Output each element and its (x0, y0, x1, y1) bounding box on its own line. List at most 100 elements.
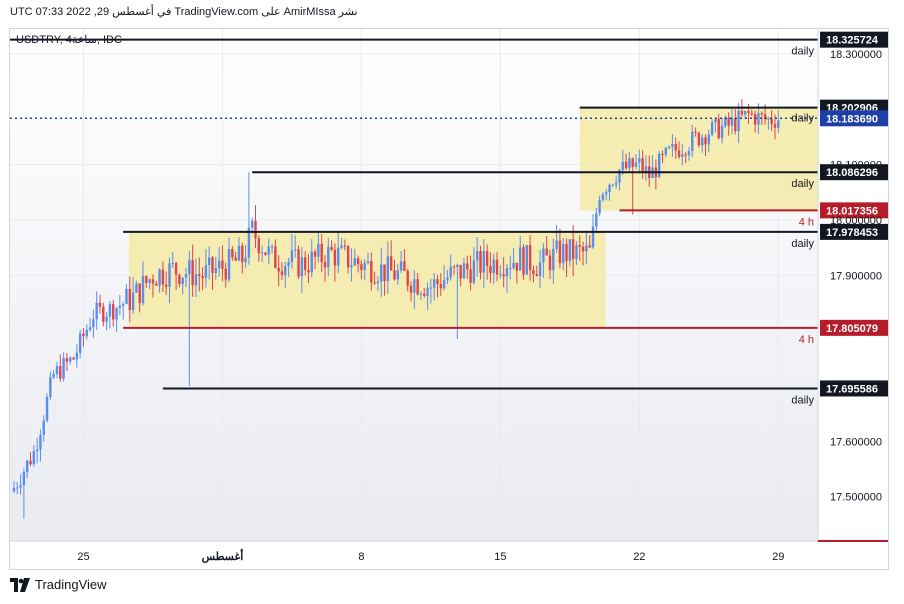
candle (59, 354, 62, 382)
candle (624, 153, 628, 171)
price-axis: 18.32572418.20290618.08629618.01735617.9… (817, 29, 888, 542)
candle-body (545, 248, 548, 256)
candle-body (217, 260, 221, 269)
candle (485, 244, 489, 280)
y-tick-label: 17.900000 (830, 270, 882, 282)
candle (446, 269, 449, 285)
candle-body (333, 249, 337, 266)
candle (78, 329, 82, 359)
candle (386, 241, 390, 295)
candle (436, 274, 439, 298)
candle (227, 237, 231, 283)
candle (131, 277, 135, 315)
candle (16, 481, 19, 495)
y-tick-label: 17.500000 (830, 492, 882, 504)
candle (231, 246, 234, 261)
candle-body (35, 449, 39, 452)
level-tag: daily (791, 394, 814, 406)
candle-body (681, 154, 684, 157)
level-tag: 4 h (799, 334, 814, 346)
candle-body (307, 269, 310, 273)
candle (294, 235, 297, 258)
candle (323, 255, 327, 282)
y-tick-label: 18.000000 (830, 215, 882, 227)
candle-body (148, 279, 151, 283)
candle (158, 268, 161, 293)
candle-body (108, 304, 112, 317)
candle-body (257, 238, 261, 254)
chart-frame[interactable] (9, 28, 889, 570)
candle (29, 452, 32, 467)
candle (595, 207, 598, 232)
candle-body (657, 153, 661, 178)
candle-body (22, 472, 26, 486)
candle-body (571, 239, 575, 259)
candle-body (380, 264, 383, 282)
candle-body (677, 150, 681, 157)
candle-body (426, 287, 429, 296)
candle-body (181, 277, 184, 284)
candle-body (49, 377, 52, 397)
candle (85, 324, 88, 340)
candle-body (744, 111, 747, 115)
candle (515, 262, 519, 284)
candle-body (767, 118, 770, 120)
candle-body (644, 166, 648, 172)
candle-body (532, 269, 535, 275)
candle (317, 233, 320, 263)
candle (720, 117, 724, 144)
candle (691, 124, 694, 158)
candle (393, 259, 396, 281)
candle-body (588, 245, 591, 248)
candle-body (403, 261, 406, 271)
candle (198, 257, 201, 292)
candle-body (548, 255, 552, 271)
candle (605, 188, 608, 201)
candle-body (360, 264, 363, 271)
candle-body (393, 270, 396, 280)
candle (174, 261, 178, 291)
level-price-label: 18.017356 (826, 205, 878, 217)
candle-body (446, 277, 449, 281)
candle-body (515, 262, 519, 271)
candle (343, 239, 347, 251)
candle (671, 133, 674, 157)
candle-body (664, 147, 667, 155)
level-price-tag (820, 164, 888, 181)
candle-body (138, 283, 141, 304)
candle-body (16, 487, 19, 489)
candle (35, 437, 39, 464)
candle (69, 356, 72, 365)
candle (171, 251, 174, 268)
candle (459, 264, 462, 287)
candle (194, 258, 198, 298)
last-price-tag: daily (791, 112, 814, 124)
candle (310, 239, 313, 278)
candle-body (608, 184, 611, 193)
candle (65, 353, 69, 372)
candle (260, 245, 264, 263)
candle-body (641, 158, 644, 172)
candle (621, 149, 624, 175)
candle-body (383, 264, 386, 282)
candle-body (522, 247, 525, 275)
candle-body (231, 249, 234, 258)
candle (413, 270, 416, 310)
candle (528, 235, 532, 281)
publish-text: نشر AmirMIssa على TradingView.com في أغس… (10, 6, 358, 18)
candle-body (168, 263, 171, 287)
candle-body (396, 270, 399, 280)
candle (614, 175, 618, 189)
candle-body (429, 287, 433, 289)
candle (641, 150, 644, 179)
candle (744, 110, 747, 119)
symbol-legend[interactable]: USDTRY, 4ساعة, IDC (16, 34, 122, 46)
candle (72, 356, 75, 361)
candle (92, 309, 95, 338)
candle-body (542, 248, 545, 263)
zone-rect (579, 107, 818, 211)
candle (608, 183, 611, 201)
candle-body (710, 122, 714, 135)
candle-body (538, 262, 542, 276)
